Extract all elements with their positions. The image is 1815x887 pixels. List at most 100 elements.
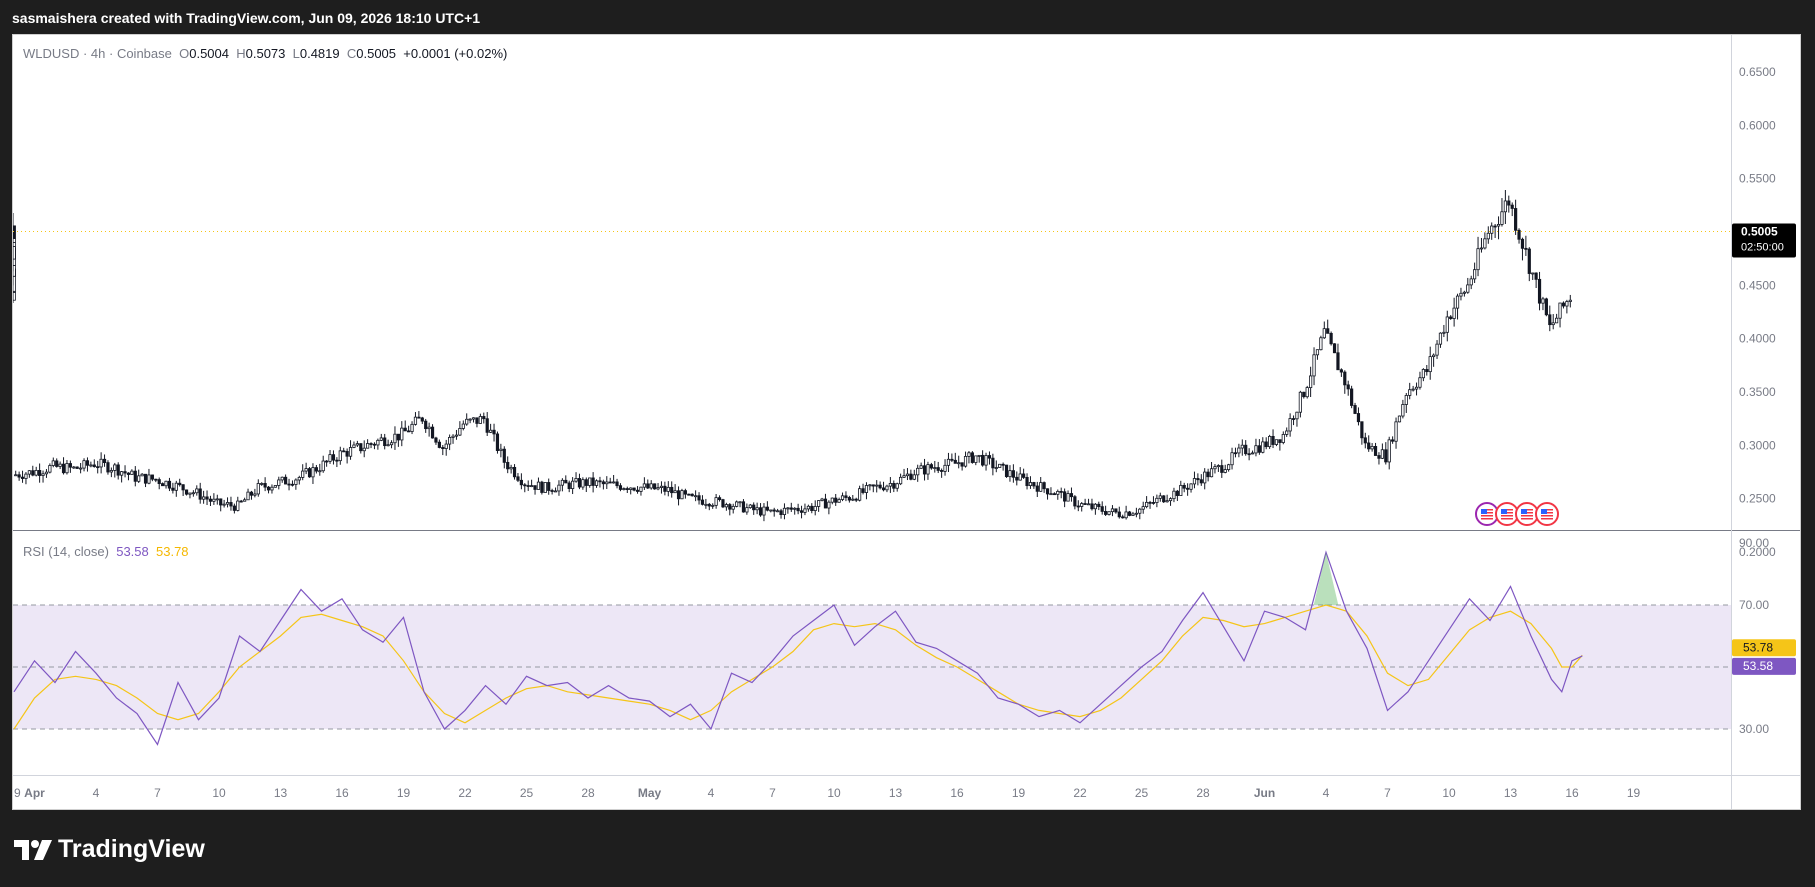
rsi-axis-value: 53.58 bbox=[1743, 659, 1773, 673]
chart-canvas[interactable]: 0.65000.60000.55000.50000.45000.40000.35… bbox=[13, 35, 1801, 810]
candle-body bbox=[1315, 349, 1320, 356]
candle-body bbox=[864, 485, 869, 493]
candle-body bbox=[345, 451, 349, 457]
candle-body bbox=[181, 484, 185, 491]
candle-body bbox=[465, 418, 469, 425]
candle-body bbox=[229, 502, 233, 507]
candle-body bbox=[1022, 473, 1026, 478]
candle-body bbox=[222, 503, 226, 506]
rsi-legend-label[interactable]: RSI (14, close) bbox=[23, 544, 109, 559]
candle-body bbox=[615, 481, 619, 487]
candle-body bbox=[164, 480, 168, 487]
candle-body bbox=[413, 416, 418, 425]
candle-body bbox=[355, 443, 359, 446]
candle-body bbox=[936, 467, 940, 471]
candle-body bbox=[294, 479, 298, 485]
candle-body bbox=[437, 441, 441, 448]
candle-body bbox=[178, 482, 182, 486]
candle-body bbox=[642, 483, 646, 488]
candle-body bbox=[301, 470, 305, 478]
candle-body bbox=[34, 470, 38, 476]
candle-body bbox=[287, 483, 291, 486]
candle-body bbox=[1380, 449, 1384, 459]
candle-body bbox=[379, 437, 383, 441]
flag-canton bbox=[1481, 509, 1487, 514]
candle-body bbox=[796, 507, 800, 512]
candle-body bbox=[694, 495, 698, 498]
candle-body bbox=[895, 483, 899, 489]
chart-panel[interactable]: 0.65000.60000.55000.50000.45000.40000.35… bbox=[12, 34, 1801, 810]
candle-body bbox=[588, 477, 592, 486]
candle-body bbox=[1336, 352, 1340, 371]
candle-body bbox=[1158, 495, 1162, 499]
candle-body bbox=[297, 477, 301, 481]
legend-low-value: 0.4819 bbox=[299, 46, 340, 61]
candle-body bbox=[1486, 232, 1490, 240]
candle-body bbox=[1520, 238, 1525, 249]
rsi-ma-legend-value: 53.78 bbox=[156, 544, 189, 559]
candle-body bbox=[649, 483, 653, 489]
flag-stripe bbox=[1481, 515, 1493, 517]
brand-name: TradingView bbox=[58, 835, 205, 863]
candle-body bbox=[663, 485, 667, 492]
candle-body bbox=[881, 487, 886, 491]
candle-body bbox=[1558, 302, 1562, 319]
price-axis-tick: 0.2000 bbox=[1739, 545, 1776, 559]
candle-body bbox=[697, 495, 701, 501]
candle-body bbox=[625, 488, 629, 490]
candle-body bbox=[1397, 415, 1402, 423]
candle-body bbox=[424, 420, 428, 430]
candle-body bbox=[263, 483, 267, 488]
legend-high-value: 0.5073 bbox=[245, 46, 286, 61]
candle-body bbox=[571, 480, 575, 490]
time-axis-tick: 19 bbox=[1627, 786, 1641, 800]
candle-body bbox=[188, 492, 192, 495]
candle-body bbox=[1186, 487, 1190, 490]
candle-body bbox=[1490, 225, 1494, 234]
candle-body bbox=[328, 454, 332, 462]
candle-body bbox=[304, 468, 308, 472]
time-axis-tick: 10 bbox=[827, 786, 841, 800]
candle-body bbox=[629, 487, 633, 490]
candle-body bbox=[676, 490, 681, 500]
price-axis-tick: 0.4500 bbox=[1739, 278, 1776, 292]
candle-body bbox=[1083, 503, 1087, 505]
flag-stripe bbox=[1541, 515, 1553, 517]
candle-body bbox=[1302, 391, 1306, 398]
candle-body bbox=[386, 444, 390, 447]
price-axis-tick: 0.6500 bbox=[1739, 65, 1776, 79]
candle-body bbox=[492, 429, 496, 435]
time-axis-tick: Jun bbox=[1254, 786, 1275, 800]
candle-body bbox=[666, 486, 670, 492]
candle-body bbox=[143, 473, 148, 484]
time-axis-tick: May bbox=[638, 786, 662, 800]
candle-body bbox=[1312, 354, 1316, 377]
candle-body bbox=[495, 433, 500, 451]
candle-body bbox=[116, 464, 120, 476]
candle-body bbox=[888, 483, 892, 487]
time-axis-tick: 4 bbox=[93, 786, 100, 800]
flag-stripe bbox=[1501, 515, 1513, 517]
candle-body bbox=[1261, 441, 1265, 453]
candle-body bbox=[393, 433, 397, 444]
candle-body bbox=[786, 507, 790, 510]
candle-body bbox=[51, 460, 55, 466]
candle-body bbox=[1322, 328, 1326, 339]
candle-body bbox=[106, 462, 110, 473]
candle-body bbox=[1561, 302, 1566, 307]
flag-stripe bbox=[1521, 515, 1533, 517]
candle-body bbox=[700, 499, 705, 505]
candle-body bbox=[1196, 478, 1200, 481]
candle-body bbox=[273, 485, 277, 488]
candle-body bbox=[735, 501, 739, 507]
flag-stripe bbox=[1521, 518, 1533, 520]
legend-symbol[interactable]: WLDUSD bbox=[23, 46, 80, 61]
candle-body bbox=[799, 510, 804, 513]
candle-body bbox=[506, 461, 510, 470]
time-axis-tick: 4 bbox=[1323, 786, 1330, 800]
candle-body bbox=[646, 483, 650, 489]
candle-body bbox=[219, 498, 223, 506]
rsi-legend: RSI (14, close) 53.58 53.78 bbox=[23, 544, 189, 559]
candle-body bbox=[1274, 439, 1279, 445]
candle-body bbox=[376, 439, 380, 446]
